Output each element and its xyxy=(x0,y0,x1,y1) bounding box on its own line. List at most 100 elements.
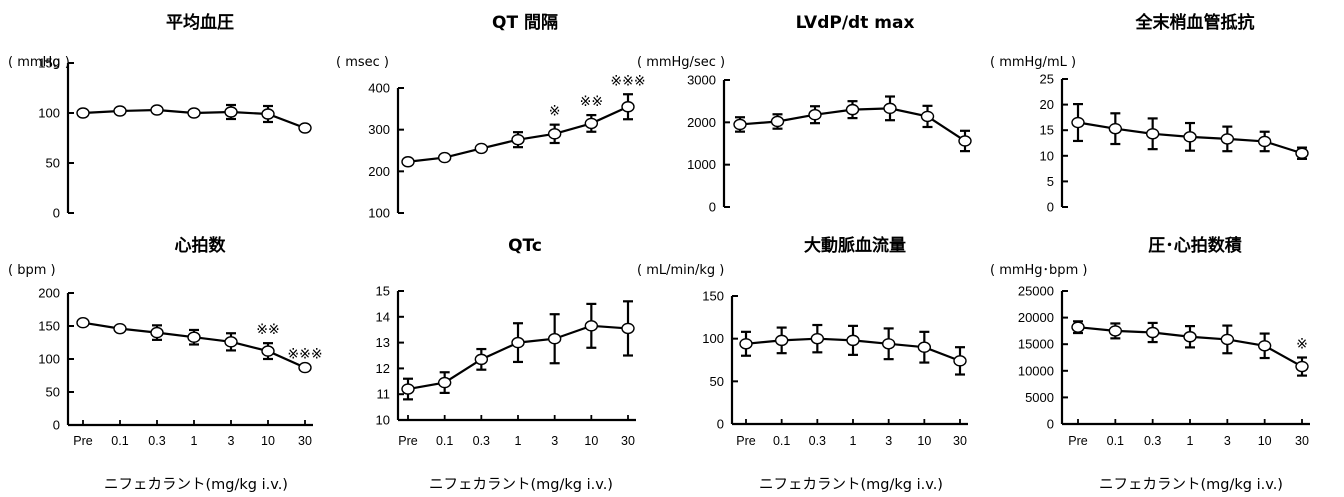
x-tick-label: 30 xyxy=(298,434,312,448)
x-tick-label: 1 xyxy=(1187,434,1194,448)
data-point xyxy=(733,118,747,131)
y-tick-label: 0 xyxy=(709,200,716,215)
x-tick-label: 1 xyxy=(850,434,857,448)
y-unit-label: ( mmHg/sec ) xyxy=(637,55,725,70)
y-tick-label: 400 xyxy=(368,81,390,96)
data-point xyxy=(261,108,275,120)
x-tick-label: 0.1 xyxy=(773,434,790,448)
data-point xyxy=(547,128,562,140)
data-point xyxy=(547,333,562,345)
significance-mark: ※※ xyxy=(256,322,279,338)
y-tick-label: 15000 xyxy=(1018,337,1054,352)
y-tick-label: 0 xyxy=(1047,417,1054,432)
data-point xyxy=(1295,360,1309,373)
data-point xyxy=(1145,326,1160,339)
data-point xyxy=(846,334,860,347)
chart-title: 大動脈血流量 xyxy=(804,235,906,256)
chart-title: QT 間隔 xyxy=(492,13,558,33)
x-tick-label: Pre xyxy=(398,434,418,448)
chart-panel-5: 心拍数 ( bpm ) 0 50 100 150 200 Pre 0.1 0.3 1 3 10 30 ニフェ… xyxy=(8,235,323,493)
significance-mark: ※ xyxy=(1296,337,1308,353)
chart-title: 圧･心拍数積 xyxy=(1148,235,1242,256)
data-point xyxy=(474,142,489,155)
x-tick-label: 30 xyxy=(621,434,635,448)
data-point xyxy=(401,383,415,395)
data-point xyxy=(881,338,896,350)
data-point xyxy=(953,355,967,367)
y-tick-label: 2000 xyxy=(687,115,716,130)
data-point xyxy=(810,332,825,345)
y-tick-label: 100 xyxy=(38,106,60,121)
data-point xyxy=(437,151,452,164)
data-point xyxy=(917,341,932,353)
chart-panel-4: 全末梢血管抵抗 ( mmHg/mL ) 0 5 10 15 20 25 xyxy=(990,12,1309,215)
x-tick-label: 0.1 xyxy=(1107,434,1124,448)
x-tick-label: 30 xyxy=(1295,434,1309,448)
x-tick-label: 10 xyxy=(261,434,275,448)
data-point xyxy=(150,104,164,116)
data-point xyxy=(187,331,201,343)
data-point xyxy=(76,107,90,119)
x-tick-label: 10 xyxy=(1258,434,1272,448)
y-tick-label: 1000 xyxy=(687,157,716,172)
x-axis-label: ニフェカラント(mg/kg i.v.) xyxy=(759,477,943,493)
data-point xyxy=(298,361,312,374)
data-point xyxy=(113,322,127,335)
y-tick-label: 0 xyxy=(717,417,724,432)
x-tick-label: 10 xyxy=(917,434,931,448)
significance-mark: ※※※ xyxy=(610,73,645,89)
x-axis-label: ニフェカラント(mg/kg i.v.) xyxy=(429,477,613,493)
data-point xyxy=(920,110,935,123)
data-point xyxy=(1220,333,1235,346)
y-tick-label: 14 xyxy=(376,309,390,324)
chart-title: QTc xyxy=(508,236,542,256)
data-point xyxy=(76,317,90,329)
data-point xyxy=(808,109,822,121)
x-axis-label: ニフェカラント(mg/kg i.v.) xyxy=(1099,477,1283,493)
data-point xyxy=(401,156,415,168)
x-tick-label: 0.3 xyxy=(473,434,490,448)
y-tick-label: 200 xyxy=(368,164,390,179)
y-unit-label: ( mL/min/kg ) xyxy=(637,263,724,278)
data-point xyxy=(1295,147,1309,159)
data-point xyxy=(1108,325,1123,337)
x-tick-label: 1 xyxy=(515,434,522,448)
data-point xyxy=(511,336,525,349)
chart-panel-8: 圧･心拍数積 ( mmHg･bpm ) 0 5000 10000 15000 20000 25… xyxy=(990,235,1310,493)
y-tick-label: 15 xyxy=(376,284,390,299)
chart-title: 全末梢血管抵抗 xyxy=(1135,12,1255,33)
x-tick-label: 30 xyxy=(953,434,967,448)
y-tick-label: 10 xyxy=(376,413,390,428)
data-point xyxy=(511,133,525,146)
chart-panel-7: 大動脈血流量 ( mL/min/kg ) 0 50 100 150 Pre 0.1 0.3 1 3 1… xyxy=(637,235,968,493)
data-point xyxy=(1220,133,1235,145)
x-tick-label: 3 xyxy=(551,434,558,448)
y-tick-label: 10 xyxy=(1040,148,1054,163)
x-tick-label: 10 xyxy=(584,434,598,448)
data-point xyxy=(770,115,785,128)
y-tick-label: 3000 xyxy=(687,73,716,88)
data-point xyxy=(1257,135,1272,148)
y-unit-label: ( mmHg ) xyxy=(8,55,70,70)
y-tick-label: 50 xyxy=(46,156,60,171)
y-tick-label: 200 xyxy=(38,286,60,301)
data-point xyxy=(621,101,635,113)
chart-panel-1: 平均血圧 ( mmHg ) 0 50 100 150 xyxy=(8,12,312,221)
data-point xyxy=(437,376,452,389)
data-point xyxy=(113,105,127,117)
y-tick-label: 10000 xyxy=(1018,363,1054,378)
data-point xyxy=(1071,116,1085,129)
y-unit-label: ( mmHg/mL ) xyxy=(990,55,1076,70)
y-tick-label: 11 xyxy=(377,387,391,402)
data-point xyxy=(298,122,312,134)
x-tick-label: 0.3 xyxy=(809,434,826,448)
data-point xyxy=(1145,128,1160,140)
y-unit-label: ( bpm ) xyxy=(8,263,56,278)
data-point xyxy=(739,338,753,350)
y-tick-label: 100 xyxy=(38,352,60,367)
y-tick-label: 15 xyxy=(1040,123,1054,138)
data-point xyxy=(187,107,201,119)
data-point xyxy=(958,135,972,147)
data-point xyxy=(224,106,238,118)
